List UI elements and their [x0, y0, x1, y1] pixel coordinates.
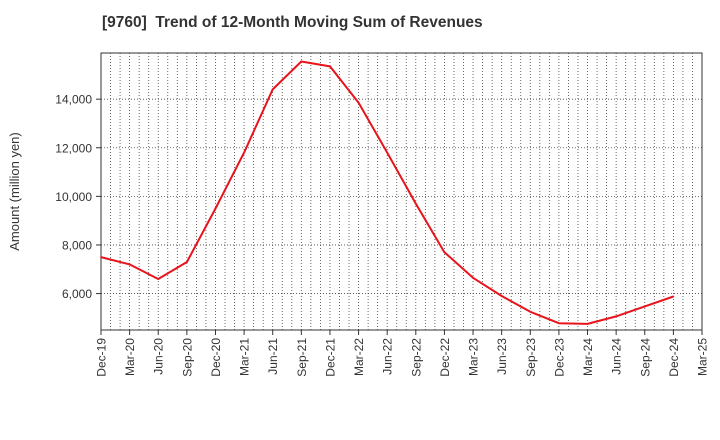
x-tick-label: Dec-21 [323, 338, 337, 377]
x-tick-label: Jun-24 [610, 338, 624, 375]
x-tick-label: Mar-21 [238, 338, 252, 376]
y-tick-label: 12,000 [55, 141, 92, 155]
data-point [472, 276, 474, 279]
y-tick-label: 10,000 [55, 190, 92, 204]
x-tick-label: Dec-23 [552, 338, 566, 377]
x-tick-label: Mar-23 [467, 338, 481, 376]
x-tick-label: Dec-19 [95, 338, 109, 377]
y-tick-label: 6,000 [62, 287, 92, 301]
x-tick-label: Jun-21 [266, 338, 280, 375]
grid-layer [101, 53, 702, 330]
data-point [443, 251, 446, 254]
data-point [100, 256, 102, 258]
data-point [329, 65, 331, 68]
data-point [157, 278, 160, 280]
data-point [186, 261, 188, 263]
x-tick-label: Sep-20 [180, 338, 194, 377]
x-tick-label: Sep-21 [295, 338, 309, 377]
data-point [672, 295, 675, 298]
data-point [243, 151, 245, 154]
data-point [500, 295, 503, 297]
x-tick-label: Mar-20 [123, 338, 137, 376]
x-tick-label: Mar-22 [352, 338, 366, 376]
data-point [529, 310, 532, 313]
data-point [558, 322, 560, 324]
x-tick-label: Jun-20 [152, 338, 166, 375]
x-tick-label: Dec-22 [438, 338, 452, 377]
data-point [128, 263, 131, 266]
y-tick-label: 8,000 [62, 238, 92, 252]
x-tick-label: Dec-24 [667, 338, 681, 377]
y-tick-label: 14,000 [55, 93, 92, 107]
data-point [415, 202, 417, 205]
plot-frame [100, 52, 703, 331]
x-tick-label: Sep-22 [409, 338, 423, 377]
data-point [586, 323, 589, 325]
axis-layer [96, 52, 703, 335]
data-point [615, 315, 617, 318]
series-layer [100, 60, 675, 325]
x-tick-label: Jun-22 [381, 338, 395, 375]
data-point [271, 88, 274, 91]
data-point [357, 102, 360, 104]
data-point [300, 60, 303, 63]
chart-title: [9760] Trend of 12-Month Moving Sum of R… [102, 14, 483, 31]
x-tick-label: Sep-24 [638, 338, 652, 377]
x-tick-label: Jun-23 [495, 338, 509, 375]
data-point [214, 207, 217, 210]
x-tick-label: Sep-23 [524, 338, 538, 377]
label-layer: 6,000 8,000 10,000 12,000 14,000 Dec-19 Mar-20… [7, 93, 710, 377]
data-point [386, 151, 388, 154]
y-axis-title: Amount (million yen) [7, 132, 22, 251]
x-tick-label: Mar-24 [581, 338, 595, 376]
x-tick-label: Dec-20 [209, 338, 223, 377]
x-tick-label: Mar-25 [696, 338, 710, 376]
data-point [643, 305, 646, 308]
